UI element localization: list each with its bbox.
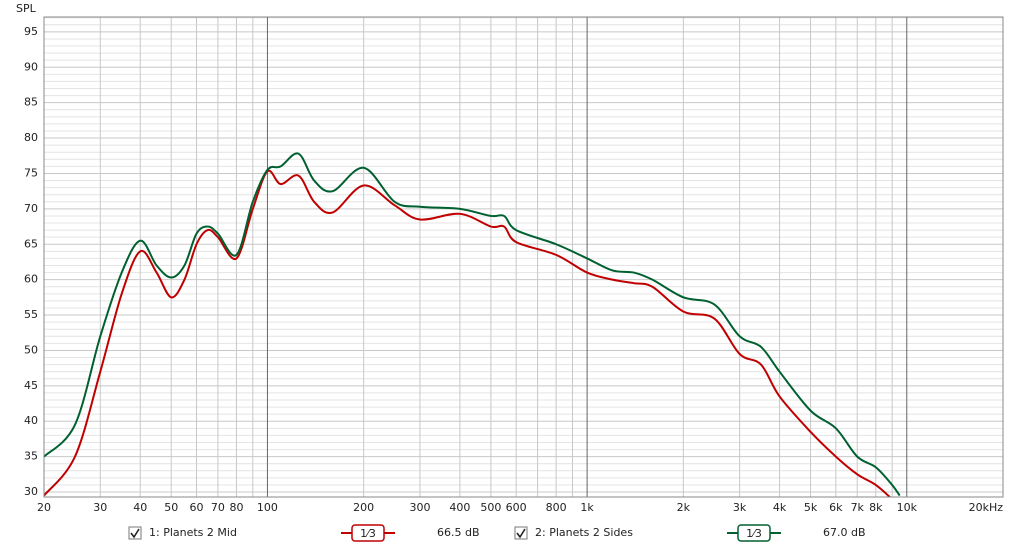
plot-border [43,16,1004,498]
y-tick-label: 65 [24,237,38,250]
y-tick-label: 90 [24,60,38,73]
legend-level: 67.0 dB [823,526,866,539]
series-line [44,152,901,497]
legend-checkbox[interactable] [514,526,528,540]
y-tick-label: 40 [24,414,38,427]
y-tick-label: 85 [24,96,38,109]
x-tick-label: 8k [869,501,883,514]
x-tick-label: 50 [164,501,178,514]
checkmark [130,528,140,539]
checkmark [516,528,526,539]
x-tick-label: 20 [37,501,51,514]
y-tick-label: 95 [24,25,38,38]
x-tick-label: 40 [133,501,147,514]
y-tick-label: 80 [24,131,38,144]
x-tick-label: 80 [229,501,243,514]
legend-label: 2: Planets 2 Sides [535,526,633,539]
y-axis-label: SPL [16,2,37,15]
y-tick-label: 75 [24,166,38,179]
x-tick-label: 300 [409,501,430,514]
x-tick-label: 3k [733,501,747,514]
smoothing-box[interactable] [737,524,771,542]
series-line [44,169,892,497]
x-tick-label: 500 [480,501,501,514]
x-tick-label: 10k [897,501,918,514]
legend-level: 66.5 dB [437,526,480,539]
x-tick-label: 100 [257,501,278,514]
x-tick-label: 4k [773,501,787,514]
x-tick-label: 7k [851,501,865,514]
y-tick-label: 50 [24,343,38,356]
smoothing-label: 1⁄3 [746,527,762,540]
x-tick-label: 400 [449,501,470,514]
plot-area [43,16,1004,498]
y-tick-label: 55 [24,308,38,321]
x-tick-label: 1k [580,501,594,514]
y-tick-label: 35 [24,450,38,463]
smoothing-box[interactable] [351,524,385,542]
y-tick-label: 45 [24,379,38,392]
y-tick-label: 70 [24,202,38,215]
legend-label: 1: Planets 2 Mid [149,526,237,539]
smoothing-label: 1⁄3 [360,527,376,540]
legend-checkbox[interactable] [128,526,142,540]
x-tick-label: 800 [546,501,567,514]
x-tick-label: 20kHz [969,501,1004,514]
y-tick-label: 60 [24,273,38,286]
x-tick-label: 200 [353,501,374,514]
x-tick-label: 6k [829,501,843,514]
x-tick-label: 70 [211,501,225,514]
x-tick-label: 2k [677,501,691,514]
x-tick-label: 5k [804,501,818,514]
x-tick-label: 600 [506,501,527,514]
x-tick-label: 30 [93,501,107,514]
x-tick-label: 60 [190,501,204,514]
y-tick-label: 30 [24,485,38,498]
